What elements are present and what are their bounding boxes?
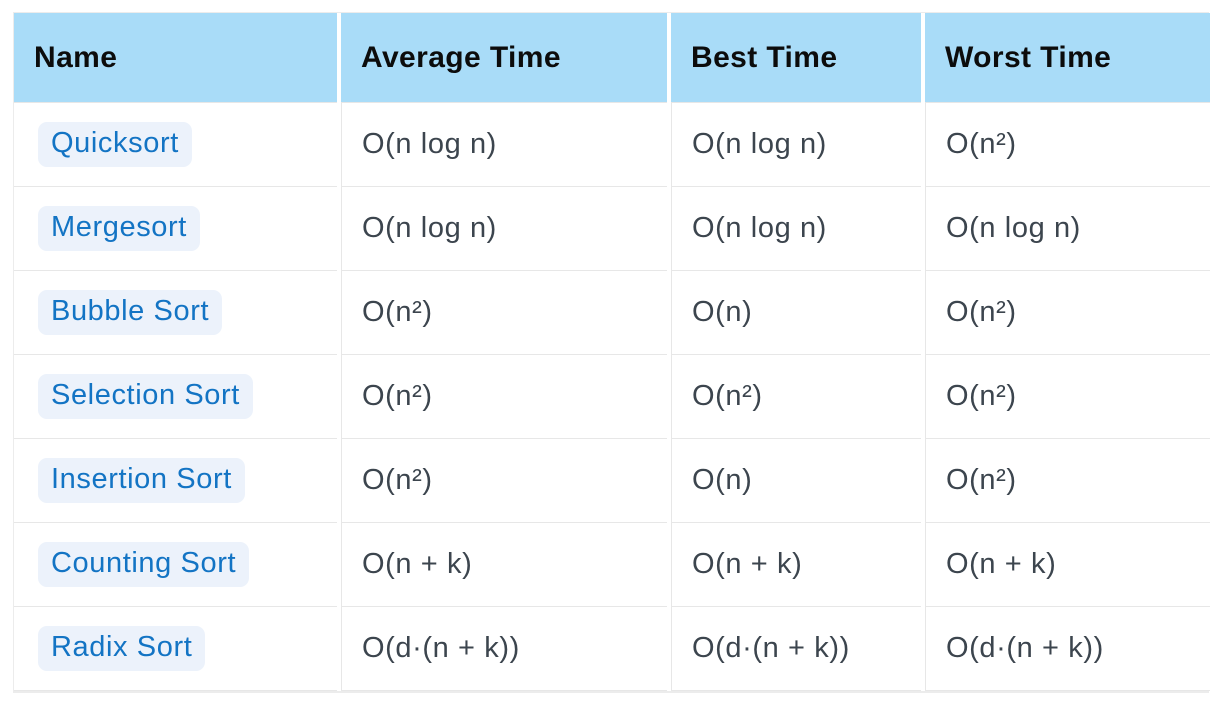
best-time-cell: O(n) [671,271,921,355]
table-row: Counting Sort O(n + k) O(n + k) O(n + k) [14,523,1210,607]
average-time-cell: O(n log n) [341,187,667,271]
algorithm-link[interactable]: Insertion Sort [38,457,245,504]
average-time-cell: O(n²) [341,439,667,523]
algorithm-name-cell: Insertion Sort [14,439,337,523]
best-time-cell: O(n²) [671,355,921,439]
average-time-cell: O(n²) [341,355,667,439]
average-time-cell: O(n²) [341,271,667,355]
algorithm-name-cell: Bubble Sort [14,271,337,355]
algorithm-link[interactable]: Mergesort [38,205,200,252]
algorithm-name-cell: Radix Sort [14,607,337,691]
worst-time-cell: O(n²) [925,271,1210,355]
table-row: Selection Sort O(n²) O(n²) O(n²) [14,355,1210,439]
column-header-best: Best Time [671,13,921,103]
table-row: Quicksort O(n log n) O(n log n) O(n²) [14,103,1210,187]
average-time-cell: O(d·(n + k)) [341,607,667,691]
table-row: Insertion Sort O(n²) O(n) O(n²) [14,439,1210,523]
complexity-table: Name Average Time Best Time Worst Time Q… [13,12,1210,693]
algorithm-link[interactable]: Quicksort [38,121,192,168]
column-header-name: Name [14,13,337,103]
algorithm-link[interactable]: Bubble Sort [38,289,223,336]
best-time-cell: O(n) [671,439,921,523]
best-time-cell: O(d·(n + k)) [671,607,921,691]
best-time-cell: O(n log n) [671,187,921,271]
algorithm-name-cell: Quicksort [14,103,337,187]
algorithm-name-cell: Counting Sort [14,523,337,607]
algorithm-link[interactable]: Counting Sort [38,541,250,588]
algorithm-link[interactable]: Radix Sort [38,625,206,672]
table-row: Bubble Sort O(n²) O(n) O(n²) [14,271,1210,355]
column-header-average: Average Time [341,13,667,103]
best-time-cell: O(n + k) [671,523,921,607]
worst-time-cell: O(n + k) [925,523,1210,607]
table-body: Quicksort O(n log n) O(n log n) O(n²) Merges… [14,103,1210,691]
worst-time-cell: O(n²) [925,439,1210,523]
average-time-cell: O(n log n) [341,103,667,187]
worst-time-cell: O(d·(n + k)) [925,607,1210,691]
table-header-row: Name Average Time Best Time Worst Time [14,13,1210,103]
average-time-cell: O(n + k) [341,523,667,607]
table-row: Mergesort O(n log n) O(n log n) O(n log n) [14,187,1210,271]
best-time-cell: O(n log n) [671,103,921,187]
algorithm-name-cell: Selection Sort [14,355,337,439]
algorithm-name-cell: Mergesort [14,187,337,271]
table-row: Radix Sort O(d·(n + k)) O(d·(n + k)) O(d·(n… [14,607,1210,691]
worst-time-cell: O(n²) [925,103,1210,187]
algorithm-link[interactable]: Selection Sort [38,373,253,420]
worst-time-cell: O(n log n) [925,187,1210,271]
worst-time-cell: O(n²) [925,355,1210,439]
column-header-worst: Worst Time [925,13,1210,103]
